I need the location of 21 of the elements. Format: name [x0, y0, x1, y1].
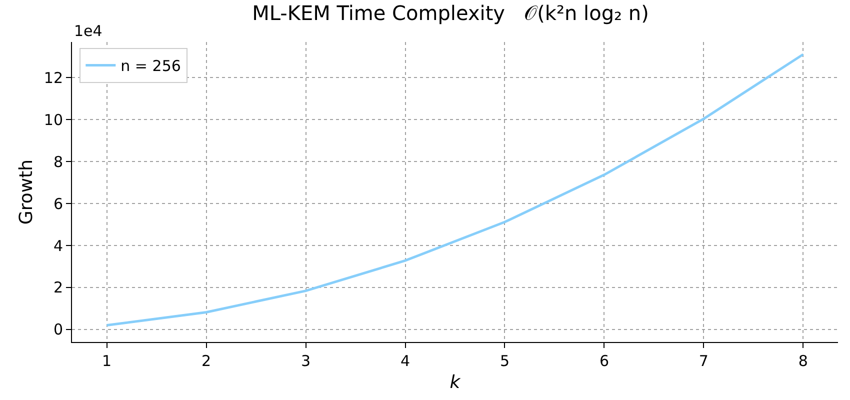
legend-label: n = 256 — [120, 57, 181, 76]
y-tick-label: 2 — [53, 278, 63, 297]
y-tick-label: 4 — [53, 236, 63, 255]
x-tick-label: 2 — [202, 352, 212, 370]
x-tick-label: 1 — [102, 352, 112, 370]
x-tick-label: 3 — [301, 352, 311, 370]
x-tick-label: 4 — [400, 352, 410, 370]
x-tick-label: 5 — [500, 352, 510, 370]
x-tick-label: 6 — [599, 352, 609, 370]
y-tick-label: 0 — [53, 320, 63, 339]
y-tick-label: 10 — [44, 110, 63, 129]
y-tick-label: 8 — [53, 152, 63, 171]
line-series — [106, 53, 804, 326]
text: 1e4 — [74, 22, 102, 40]
y-tick-label: 12 — [44, 68, 63, 87]
y-axis-title: Growth — [16, 159, 38, 225]
chart-title: ML-KEM Time Complexity 𝒪(k²n log₂ n) — [252, 1, 649, 25]
y-tick-label: 6 — [53, 194, 63, 213]
x-tick-label: 8 — [798, 352, 808, 370]
x-tick-label: 7 — [698, 352, 708, 370]
x-axis-title: k — [450, 372, 462, 394]
